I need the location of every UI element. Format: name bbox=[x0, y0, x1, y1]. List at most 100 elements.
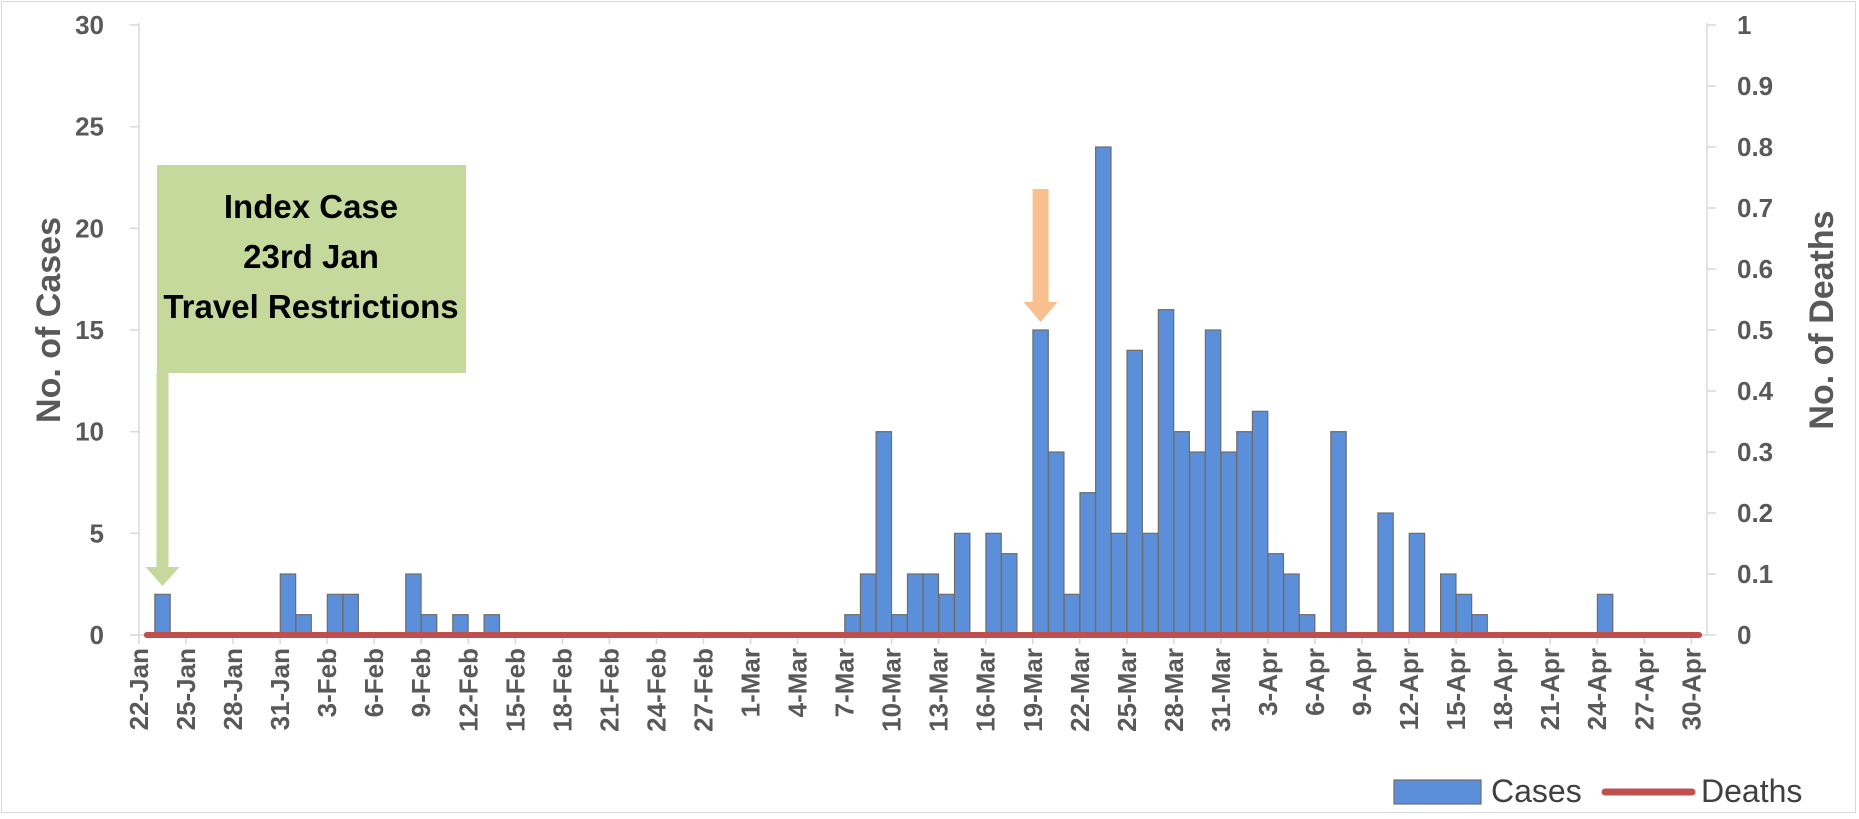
y-tick-label: 10 bbox=[75, 417, 104, 447]
y-tick-label: 5 bbox=[90, 518, 104, 548]
x-tick-label: 27-Feb bbox=[688, 648, 718, 732]
x-tick-label: 12-Apr bbox=[1394, 648, 1424, 730]
y-tick-label: 0 bbox=[90, 620, 104, 650]
bar-cases bbox=[1251, 410, 1269, 636]
y2-axis-title: No. of Deaths bbox=[1803, 210, 1841, 429]
x-tick-label: 31-Mar bbox=[1206, 648, 1236, 732]
x-tick-label: 30-Apr bbox=[1676, 648, 1706, 730]
bar-cases bbox=[1142, 532, 1159, 636]
x-tick-label: 10-Mar bbox=[877, 648, 907, 732]
y2-tick-label: 0.1 bbox=[1737, 559, 1773, 589]
x-tick-label: 28-Jan bbox=[218, 648, 248, 730]
bar-cases bbox=[483, 614, 501, 636]
bar-cases bbox=[1189, 451, 1206, 636]
bar-cases bbox=[1126, 349, 1143, 636]
index-case-callout-box bbox=[157, 165, 466, 373]
x-tick-label: 24-Feb bbox=[641, 648, 671, 732]
y2-tick-label: 0.6 bbox=[1737, 254, 1773, 284]
x-tick-label: 21-Apr bbox=[1535, 648, 1565, 730]
x-tick-label: 16-Mar bbox=[971, 648, 1001, 732]
bar-cases bbox=[922, 573, 940, 636]
x-tick-label: 18-Apr bbox=[1488, 648, 1518, 730]
bar-cases bbox=[891, 614, 908, 636]
y2-tick-label: 0.4 bbox=[1737, 376, 1774, 406]
bar-cases bbox=[1110, 532, 1128, 636]
axes: 0 5 10 15 20 25 30 0 0.1 0.2 0.3 0.4 0.5 0.6 0.7 0.8 0.9… bbox=[30, 10, 1841, 650]
y2-tick-label: 0.8 bbox=[1737, 132, 1773, 162]
x-tick-label: 15-Feb bbox=[500, 648, 530, 732]
bar-cases bbox=[342, 593, 359, 636]
legend-label-cases: Cases bbox=[1491, 773, 1582, 809]
peak-arrow bbox=[1023, 189, 1058, 322]
x-tick-label: 27-Apr bbox=[1629, 648, 1659, 730]
bar-cases bbox=[1377, 512, 1394, 636]
x-tick-label: 21-Feb bbox=[594, 648, 624, 732]
index-case-callout-text: Travel Restrictions bbox=[163, 288, 458, 325]
bar-cases bbox=[1267, 553, 1285, 636]
bar-cases bbox=[1032, 329, 1049, 636]
bar-cases bbox=[1047, 451, 1065, 636]
legend-label-deaths: Deaths bbox=[1701, 773, 1802, 809]
y-tick-label: 20 bbox=[75, 213, 104, 243]
x-tick-label: 19-Mar bbox=[1018, 648, 1048, 732]
bar-cases bbox=[985, 532, 1002, 636]
y2-tick-label: 0.5 bbox=[1737, 315, 1773, 345]
index-case-callout-text: Index Case bbox=[224, 188, 398, 225]
y2-tick-label: 0.3 bbox=[1737, 437, 1773, 467]
y-tick-label: 25 bbox=[75, 112, 104, 142]
cases-bars bbox=[154, 146, 1614, 636]
bar-cases bbox=[1330, 431, 1347, 636]
y-axis-title: No. of Cases bbox=[30, 217, 68, 423]
x-tick-label: 1-Mar bbox=[736, 648, 766, 717]
x-tick-label: 25-Jan bbox=[171, 648, 201, 730]
y-tick-label: 30 bbox=[75, 10, 104, 40]
bar-cases bbox=[1408, 532, 1426, 636]
bar-cases bbox=[953, 532, 971, 636]
y2-tick-label: 0.7 bbox=[1737, 193, 1773, 223]
bar-cases bbox=[295, 614, 312, 636]
bar-cases bbox=[1220, 451, 1238, 636]
bar-cases bbox=[875, 431, 893, 636]
bar-cases bbox=[1236, 431, 1253, 636]
bar-cases bbox=[405, 573, 422, 636]
bar-cases bbox=[1596, 593, 1614, 636]
x-tick-label: 31-Jan bbox=[265, 648, 295, 730]
bar-cases bbox=[1283, 573, 1300, 636]
bar-cases bbox=[1079, 492, 1096, 636]
bar-cases bbox=[1204, 329, 1222, 636]
bar-cases bbox=[1157, 309, 1175, 636]
x-tick-label: 18-Feb bbox=[547, 648, 577, 732]
bar-cases bbox=[1471, 614, 1488, 636]
bar-cases bbox=[1439, 573, 1457, 636]
y2-tick-label: 1 bbox=[1737, 10, 1751, 40]
bar-cases bbox=[906, 573, 924, 636]
x-tick-label: 28-Mar bbox=[1159, 648, 1189, 732]
x-tick-label: 3-Feb bbox=[312, 648, 342, 717]
bar-cases bbox=[844, 614, 861, 636]
x-tick-label: 7-Mar bbox=[830, 648, 860, 717]
bar-cases bbox=[326, 593, 344, 636]
bar-cases bbox=[1455, 593, 1473, 636]
bar-cases bbox=[1063, 593, 1081, 636]
x-tick-label: 25-Mar bbox=[1112, 648, 1142, 732]
bar-cases bbox=[1173, 431, 1191, 636]
annotations: Index Case 23rd Jan Travel Restrictions bbox=[145, 165, 1058, 586]
y2-tick-label: 0 bbox=[1737, 620, 1751, 650]
y2-tick-label: 0.9 bbox=[1737, 71, 1773, 101]
bar-cases bbox=[154, 593, 171, 636]
index-case-callout-text: 23rd Jan bbox=[243, 238, 379, 275]
x-tick-label: 12-Feb bbox=[453, 648, 483, 732]
x-tick-label: 6-Apr bbox=[1300, 648, 1330, 716]
x-tick-label: 22-Jan bbox=[124, 648, 154, 730]
x-tick-label: 3-Apr bbox=[1253, 648, 1283, 716]
legend: Cases Deaths bbox=[1393, 773, 1802, 809]
x-tick-label: 22-Mar bbox=[1065, 648, 1095, 732]
legend-swatch-cases bbox=[1393, 779, 1482, 805]
bar-cases bbox=[1298, 614, 1316, 636]
x-tick-labels: 22-Jan 25-Jan 28-Jan 31-Jan 3-Feb 6-Feb 9-Feb 1… bbox=[124, 648, 1706, 732]
x-tick-label: 6-Feb bbox=[359, 648, 389, 717]
bar-cases bbox=[1000, 553, 1018, 636]
x-tick-label: 9-Feb bbox=[406, 648, 436, 717]
